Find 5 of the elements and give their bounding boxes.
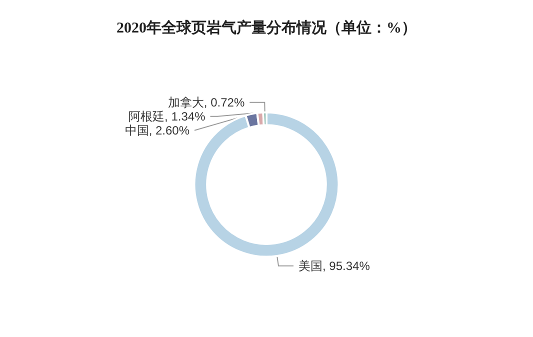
slice-label: 阿根廷, 1.34%	[128, 109, 206, 124]
slice-label: 美国, 95.34%	[298, 258, 370, 273]
slice-label: 中国, 2.60%	[124, 123, 190, 138]
slice-label: 加拿大, 0.72%	[168, 95, 245, 110]
chart-title: 2020年全球页岩气产量分布情况（单位：%）	[116, 20, 416, 36]
